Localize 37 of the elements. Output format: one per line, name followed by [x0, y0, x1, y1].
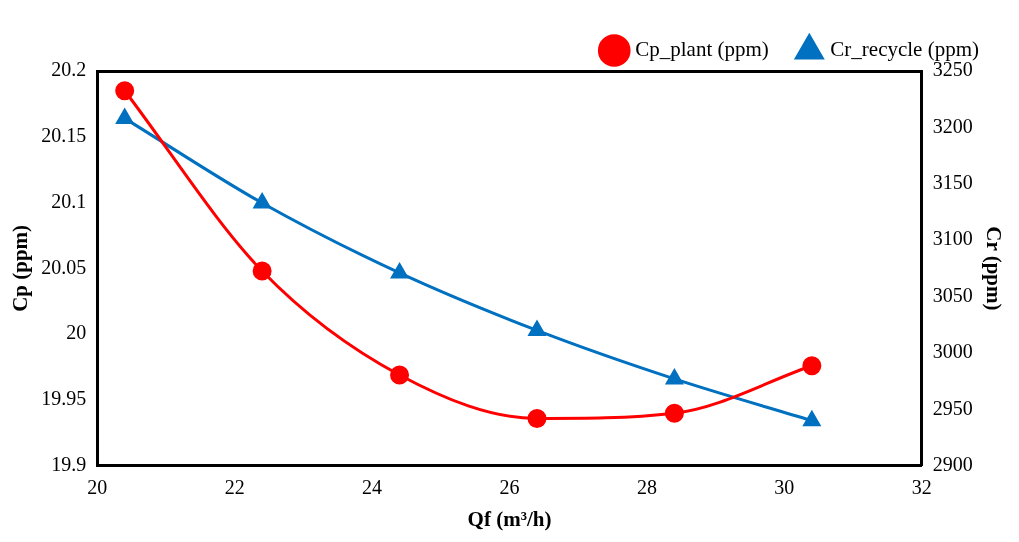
x-tick-label: 30 — [774, 476, 795, 499]
point — [802, 356, 822, 376]
y-tick-label: 20 — [66, 321, 87, 344]
y-tick-label: 19.9 — [51, 453, 87, 476]
point — [253, 193, 271, 209]
y-tick-label: 19.95 — [41, 387, 87, 410]
x-tick-label: 28 — [636, 476, 657, 499]
y2-tick-label: 3000 — [932, 340, 973, 363]
y-tick-label: 20.15 — [41, 124, 87, 147]
y2-axis-title: Cr (ppm) — [981, 226, 1006, 311]
x-tick-label: 20 — [87, 476, 108, 499]
legend-label: Cp_plant (ppm) — [635, 37, 769, 62]
x-axis-title: Qf (m³/h) — [467, 506, 552, 531]
y2-tick-label: 2950 — [932, 396, 973, 419]
y-tick-label: 20.2 — [51, 58, 87, 81]
point — [115, 81, 135, 101]
point — [252, 261, 272, 281]
point — [391, 263, 408, 279]
point — [664, 403, 684, 423]
x-tick-label: 26 — [499, 476, 520, 499]
point — [390, 365, 410, 385]
point — [116, 108, 134, 124]
y-axis-title: Cp (ppm) — [8, 224, 33, 312]
x-tick-label: 22 — [224, 476, 245, 499]
y2-tick-label: 3150 — [932, 171, 973, 194]
y2-tick-label: 3200 — [932, 114, 973, 137]
point — [527, 408, 547, 428]
point — [528, 320, 546, 336]
point — [665, 369, 683, 385]
y2-tick-label: 3050 — [932, 283, 973, 306]
x-tick-label: 24 — [362, 476, 383, 499]
y-tick-label: 20.1 — [51, 189, 87, 212]
point — [803, 411, 821, 427]
x-tick-label: 32 — [911, 476, 932, 499]
y2-tick-label: 2900 — [932, 453, 973, 476]
y2-tick-label: 3100 — [932, 227, 973, 250]
y-tick-label: 20.05 — [41, 255, 87, 278]
